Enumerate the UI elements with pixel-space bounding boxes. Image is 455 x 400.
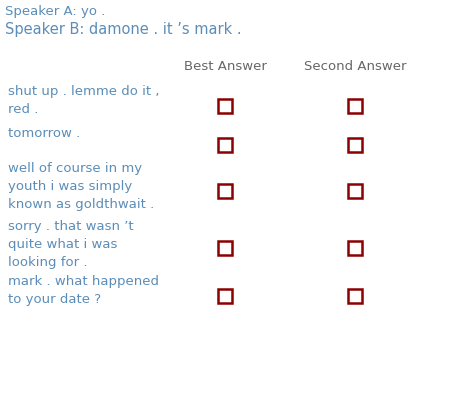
Bar (347, 138, 361, 152)
Bar (217, 240, 232, 254)
Bar (347, 289, 361, 303)
Text: Speaker A: yo .: Speaker A: yo . (5, 5, 105, 18)
Text: sorry . that wasn ’t
quite what i was
looking for .: sorry . that wasn ’t quite what i was lo… (8, 220, 133, 269)
Text: Second Answer: Second Answer (303, 60, 405, 73)
Bar (347, 184, 361, 198)
Bar (217, 99, 232, 113)
Bar (347, 240, 361, 254)
Text: well of course in my
youth i was simply
known as goldthwait .: well of course in my youth i was simply … (8, 162, 154, 211)
Bar (347, 99, 361, 113)
Text: Speaker B: damone . it ’s mark .: Speaker B: damone . it ’s mark . (5, 22, 241, 37)
Bar (217, 289, 232, 303)
Bar (217, 184, 232, 198)
Text: mark . what happened
to your date ?: mark . what happened to your date ? (8, 275, 159, 306)
Bar (217, 138, 232, 152)
Text: shut up . lemme do it ,
red .: shut up . lemme do it , red . (8, 85, 159, 116)
Text: tomorrow .: tomorrow . (8, 127, 80, 140)
Text: Best Answer: Best Answer (183, 60, 266, 73)
